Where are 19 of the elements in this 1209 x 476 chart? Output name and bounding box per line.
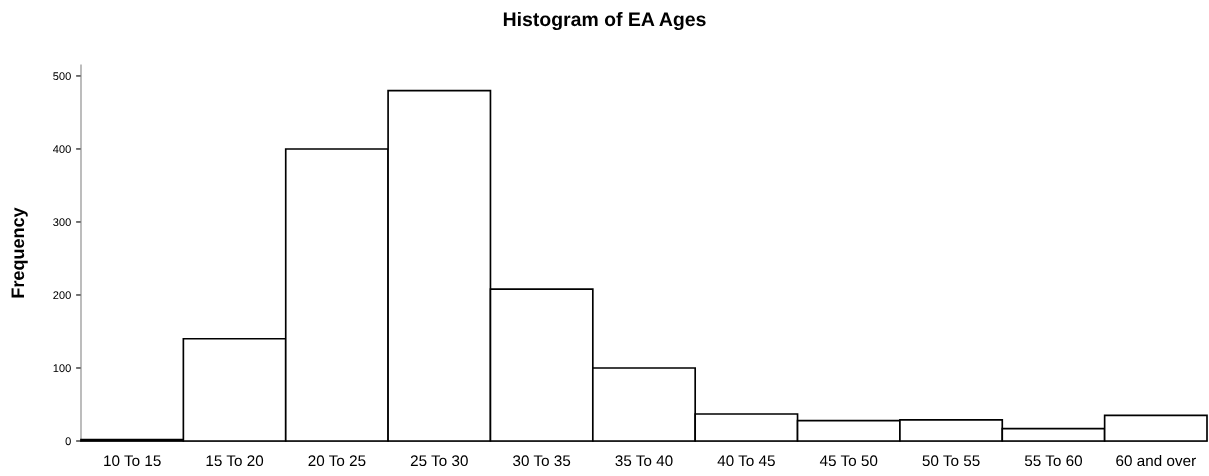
y-tick-label: 300 <box>53 218 71 227</box>
x-tick-label: 15 To 20 <box>206 455 264 467</box>
x-tick-label: 35 To 40 <box>615 455 673 467</box>
y-tick-label: 200 <box>53 291 71 300</box>
x-tick-label: 60 and over <box>1116 454 1196 467</box>
y-tick-label: 500 <box>53 72 71 81</box>
x-tick-label: 50 To 55 <box>922 455 980 467</box>
x-tick-label: 30 To 35 <box>513 455 571 467</box>
x-tick-label: 55 To 60 <box>1024 455 1083 467</box>
y-tick-label: 400 <box>53 145 71 154</box>
x-tick-label: 40 To 45 <box>717 455 775 467</box>
y-tick-label: 0 <box>65 437 71 446</box>
x-tick-label: 10 To 15 <box>104 455 161 467</box>
y-axis-title: Frequency <box>11 207 28 298</box>
chart-title: Histogram of EA Ages <box>503 11 706 31</box>
y-tick-label: 100 <box>53 364 71 373</box>
x-tick-label: 20 To 25 <box>308 455 366 467</box>
x-tick-label: 45 To 50 <box>819 455 878 467</box>
x-tick-label: 25 To 30 <box>410 455 468 467</box>
